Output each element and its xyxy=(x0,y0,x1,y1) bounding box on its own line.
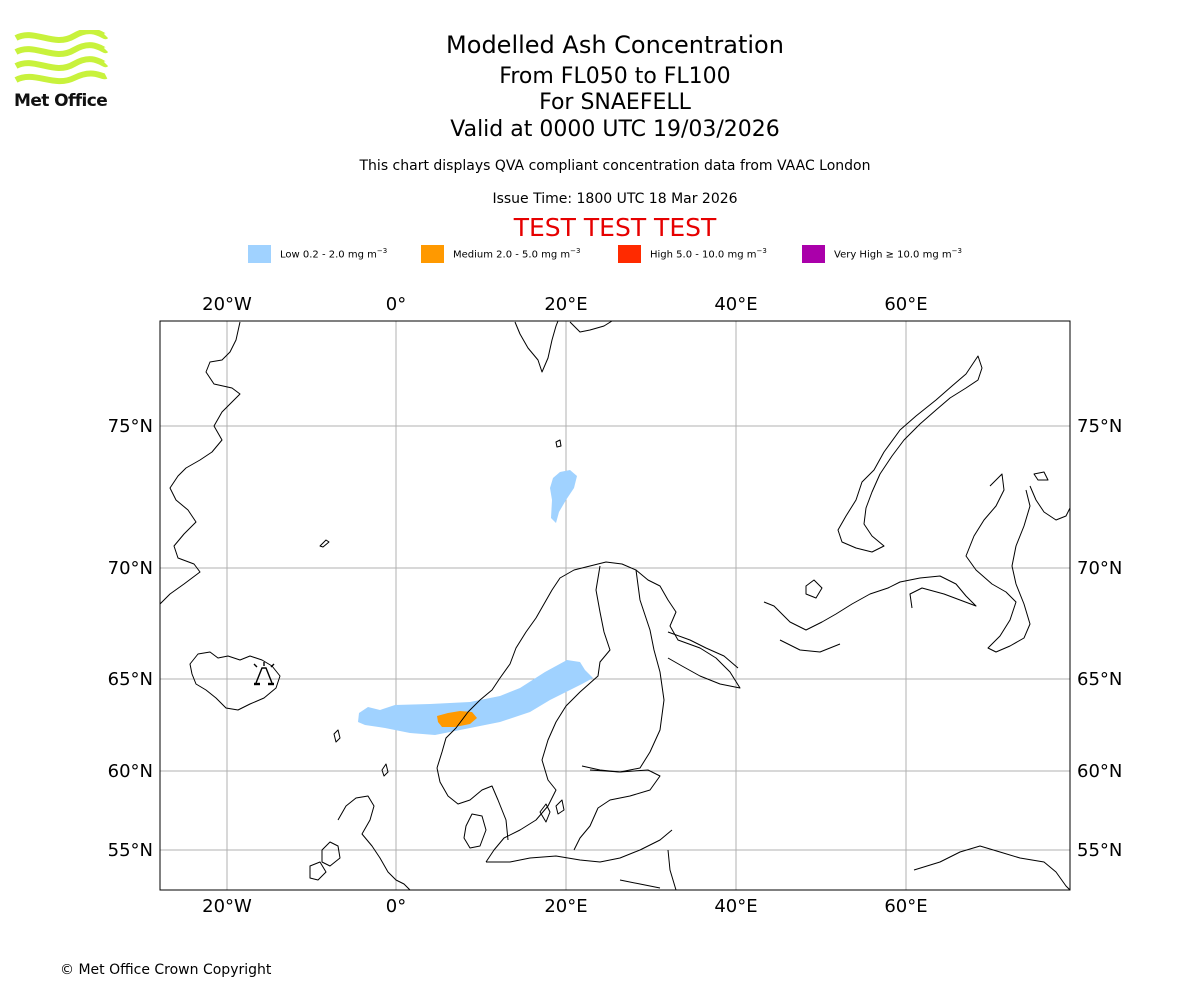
lon-tick-bottom-20e: 20°E xyxy=(544,896,587,917)
legend-label-low: Low 0.2 - 2.0 mg m−3 xyxy=(280,247,388,261)
lon-tick-bottom-60e: 60°E xyxy=(884,896,927,917)
chart-description: This chart displays QVA compliant concen… xyxy=(359,158,871,174)
lat-tick-left-65n: 65°N xyxy=(108,669,153,690)
legend-swatch-medium xyxy=(421,245,444,263)
lon-tick-bottom-0: 0° xyxy=(386,896,406,917)
ash-medium xyxy=(437,711,477,727)
lat-tick-right-65n: 65°N xyxy=(1077,669,1122,690)
copyright: © Met Office Crown Copyright xyxy=(60,962,272,978)
test-banner: TEST TEST TEST xyxy=(513,213,717,242)
lat-tick-left-55n: 55°N xyxy=(108,840,153,861)
lat-tick-left-60n: 60°N xyxy=(108,761,153,782)
lat-tick-right-75n: 75°N xyxy=(1077,416,1122,437)
lon-tick-bottom-40e: 40°E xyxy=(714,896,757,917)
volcano-icon xyxy=(253,662,275,686)
lat-tick-right-60n: 60°N xyxy=(1077,761,1122,782)
lon-tick-top-20w: 20°W xyxy=(202,294,252,315)
lon-tick-top-20e: 20°E xyxy=(544,294,587,315)
legend-swatch-low xyxy=(248,245,271,263)
legend-label-medium: Medium 2.0 - 5.0 mg m−3 xyxy=(453,247,581,261)
flight-levels: From FL050 to FL100 xyxy=(499,64,731,89)
chart-title: Modelled Ash Concentration xyxy=(446,31,784,59)
valid-time: Valid at 0000 UTC 19/03/2026 xyxy=(450,117,780,142)
issue-time: Issue Time: 1800 UTC 18 Mar 2026 xyxy=(492,191,738,207)
met-office-logo-text: Met Office xyxy=(14,91,108,111)
lon-tick-top-40e: 40°E xyxy=(714,294,757,315)
legend-swatch-high xyxy=(618,245,641,263)
legend-label-high: High 5.0 - 10.0 mg m−3 xyxy=(650,247,767,261)
lat-tick-right-70n: 70°N xyxy=(1077,558,1122,579)
ash-low xyxy=(358,470,593,735)
lon-tick-top-60e: 60°E xyxy=(884,294,927,315)
coastlines xyxy=(160,321,1070,890)
lat-tick-left-70n: 70°N xyxy=(108,558,153,579)
lat-tick-right-55n: 55°N xyxy=(1077,840,1122,861)
map-frame xyxy=(159,320,1071,891)
lon-tick-top-0: 0° xyxy=(386,294,406,315)
volcano-name: For SNAEFELL xyxy=(539,90,691,115)
lat-tick-left-75n: 75°N xyxy=(108,416,153,437)
legend-label-very-high: Very High ≥ 10.0 mg m−3 xyxy=(834,247,962,261)
lon-tick-bottom-20w: 20°W xyxy=(202,896,252,917)
met-office-logo xyxy=(14,30,109,85)
graticule xyxy=(160,321,1070,890)
legend-swatch-very-high xyxy=(802,245,825,263)
